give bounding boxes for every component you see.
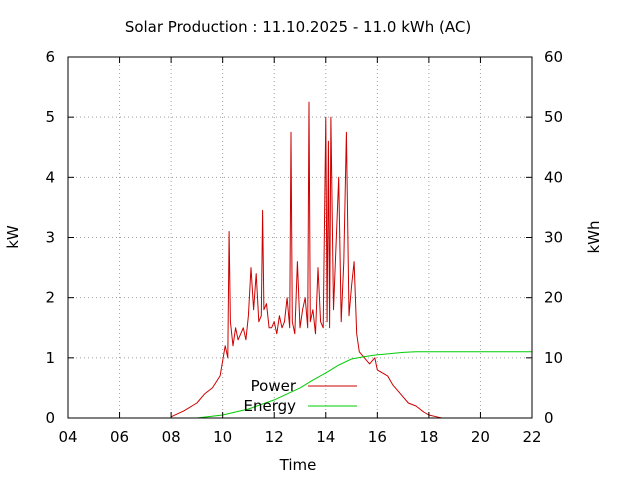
power-series-line — [170, 101, 442, 419]
plot-area — [170, 101, 532, 419]
y2-tick-label: 20 — [544, 289, 563, 307]
grid-lines — [68, 57, 532, 418]
x-tick-label: 08 — [162, 428, 181, 446]
y2-tick-label: 50 — [544, 108, 563, 126]
y-tick-label: 5 — [45, 108, 55, 126]
y2-axis-label: kWh — [585, 220, 603, 253]
x-tick-label: 20 — [471, 428, 490, 446]
x-tick-label: 04 — [58, 428, 77, 446]
y2-tick-label: 40 — [544, 168, 563, 186]
legend-energy-label: Energy — [243, 397, 296, 415]
y2-tick-label: 0 — [544, 409, 554, 427]
y-tick-label: 2 — [45, 289, 55, 307]
x-tick-label: 18 — [419, 428, 438, 446]
y-tick-label: 3 — [45, 229, 55, 247]
energy-series-line — [196, 351, 532, 419]
legend-power-label: Power — [251, 377, 297, 395]
x-axis-label: Time — [279, 456, 317, 474]
y-axis-label: kW — [4, 225, 22, 249]
y-tick-label: 6 — [45, 48, 55, 66]
x-tick-label: 06 — [110, 428, 129, 446]
x-tick-label: 22 — [522, 428, 541, 446]
legend: Power Energy — [243, 377, 357, 415]
y-tick-label: 1 — [45, 349, 55, 367]
x-tick-label: 14 — [316, 428, 335, 446]
x-tick-label: 10 — [213, 428, 232, 446]
y2-tick-label: 60 — [544, 48, 563, 66]
y2-tick-label: 30 — [544, 229, 563, 247]
chart-title: Solar Production : 11.10.2025 - 11.0 kWh… — [125, 18, 471, 36]
x-tick-label: 16 — [368, 428, 387, 446]
y-tick-label: 4 — [45, 168, 55, 186]
x-tick-label: 12 — [265, 428, 284, 446]
y-tick-label: 0 — [45, 409, 55, 427]
y2-tick-label: 10 — [544, 349, 563, 367]
